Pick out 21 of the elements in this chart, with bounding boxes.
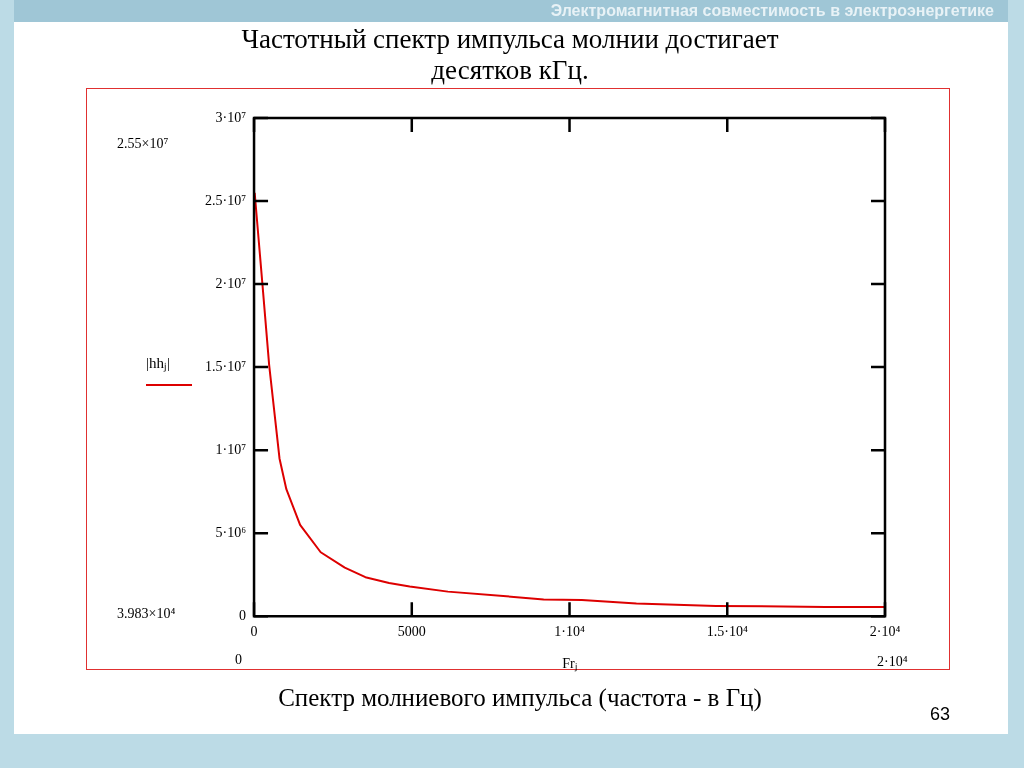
chart-title: Частотный спектр импульса молнии достигает десятков кГц. <box>240 24 780 86</box>
text: 2·10⁴ <box>877 654 908 670</box>
y-tick-label: 1.5·10⁷ <box>205 358 247 374</box>
x-tick-label: 5000 <box>397 624 426 640</box>
text: Спектр молниевого импульса (частота - в Гц) <box>277 684 763 712</box>
text: 63 <box>930 704 951 725</box>
y-axis-title: |hhⱼ| <box>146 354 171 372</box>
y-tick-label: 0 <box>239 607 247 623</box>
x-tick-label: 0 <box>250 624 258 640</box>
y-tick-label: 2·10⁷ <box>215 275 247 291</box>
y-tick-label: 3·10⁷ <box>215 109 247 125</box>
text: 3.983×10⁴ <box>117 606 176 622</box>
y-tick-label: 1·10⁷ <box>215 441 247 457</box>
text: 2.55×10⁷ <box>117 136 169 151</box>
y-tick-label: 2.5·10⁷ <box>205 192 247 208</box>
text: Электромагнитная совместимость в электроэнергетике <box>550 2 995 19</box>
x-axis-title: Frⱼ <box>562 656 577 673</box>
x-tick-label: 1·10⁴ <box>554 624 585 640</box>
x-tick-label: 2·10⁴ <box>869 624 901 640</box>
y-tick-label: 5·10⁶ <box>215 524 247 540</box>
x-tick-label: 1.5·10⁴ <box>706 624 748 640</box>
